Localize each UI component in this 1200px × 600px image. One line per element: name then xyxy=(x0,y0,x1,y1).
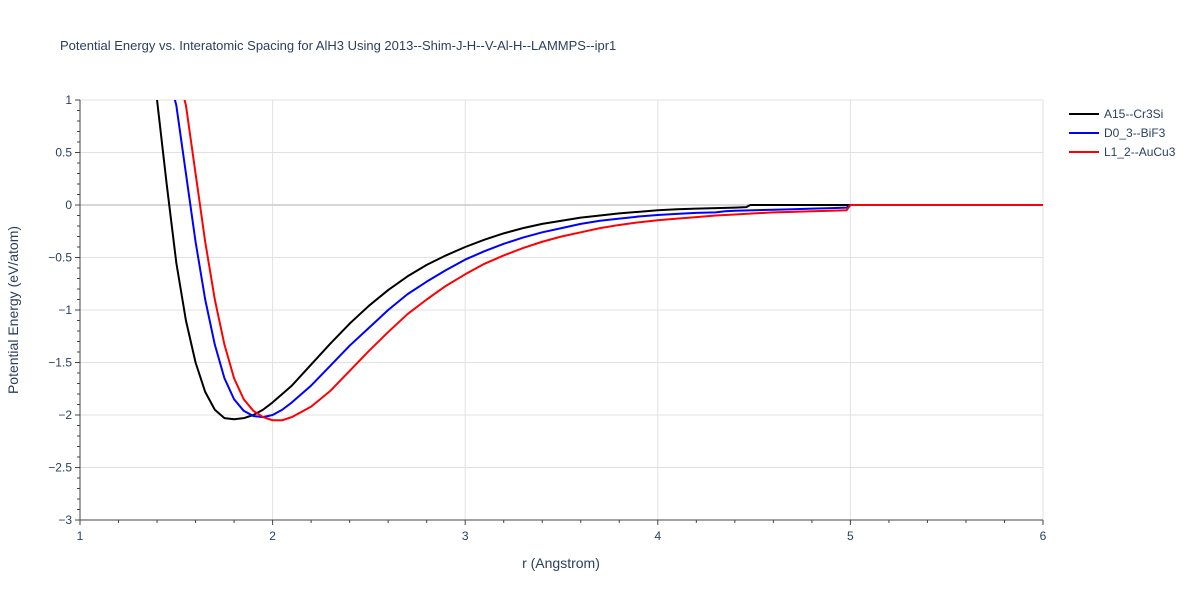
x-axis-title: r (Angstrom) xyxy=(522,555,600,571)
chart-title: Potential Energy vs. Interatomic Spacing… xyxy=(60,38,616,53)
x-tick-label: 4 xyxy=(654,529,661,543)
legend-label-0: A15--Cr3Si xyxy=(1104,107,1163,121)
y-tick-label: −2 xyxy=(58,408,72,422)
y-tick-label: 1 xyxy=(65,93,72,107)
series-line-1 xyxy=(173,100,1043,419)
axes xyxy=(75,99,1044,525)
y-ticks: −3 −2.5 −2 −1.5 −1 −0.5 0 0.5 1 xyxy=(48,93,72,527)
y-tick-label: −3 xyxy=(58,513,72,527)
y-tick-label: 0.5 xyxy=(55,146,72,160)
y-tick-label: −1.5 xyxy=(48,356,72,370)
legend-label-1: D0_3--BiF3 xyxy=(1104,126,1166,140)
series-line-2 xyxy=(183,100,1043,422)
y-tick-label: 0 xyxy=(65,198,72,212)
y-axis-title: Potential Energy (eV/atom) xyxy=(5,226,21,394)
x-tick-label: 3 xyxy=(462,529,469,543)
x-ticks: 1 2 3 4 5 6 xyxy=(77,529,1047,543)
legend-label-2: L1_2--AuCu3 xyxy=(1104,145,1176,159)
y-tick-label: −1 xyxy=(58,303,72,317)
x-tick-label: 2 xyxy=(269,529,276,543)
x-tick-label: 5 xyxy=(847,529,854,543)
series-line-0 xyxy=(155,100,851,421)
x-tick-label: 1 xyxy=(77,529,84,543)
y-tick-label: −0.5 xyxy=(48,251,72,265)
series-layer xyxy=(155,100,1043,422)
x-tick-label: 6 xyxy=(1040,529,1047,543)
legend: A15--Cr3Si D0_3--BiF3 L1_2--AuCu3 xyxy=(1069,107,1176,159)
y-tick-label: −2.5 xyxy=(48,461,72,475)
